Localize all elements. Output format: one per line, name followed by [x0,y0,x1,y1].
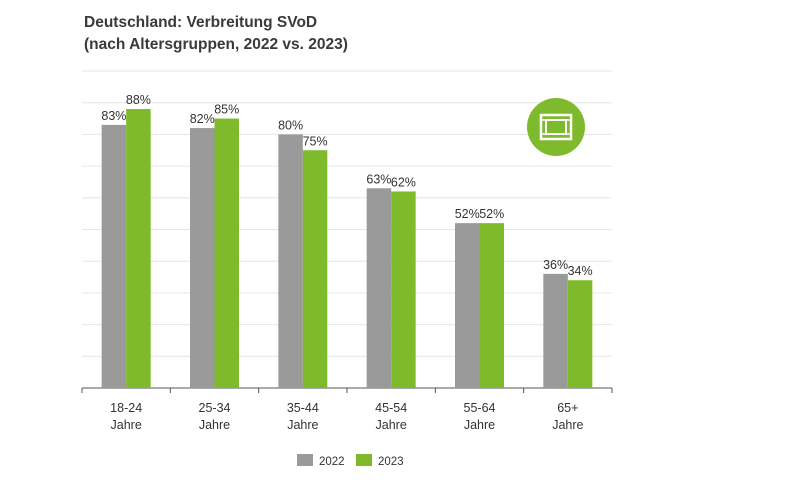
data-label: 85% [214,103,239,117]
bar-2022 [278,134,303,388]
bar-2022 [543,273,568,388]
x-tick-label: Jahre [376,418,407,432]
x-tick-label: 55-64 [464,401,496,415]
film-hole [543,135,546,138]
bar-2023 [214,118,239,389]
x-tick-label: Jahre [199,418,230,432]
bar-2022 [455,223,480,388]
x-tick-label: Jahre [552,418,583,432]
x-tick-label: Jahre [464,418,495,432]
chart-title: Deutschland: Verbreitung SVoD [84,14,318,31]
film-strip-icon [527,98,585,156]
legend-swatch [356,454,372,466]
legend-swatch [297,454,313,466]
x-tick-label: 25-34 [199,401,231,415]
legend-label: 2022 [319,456,345,468]
bar-2023 [302,150,328,388]
x-tick-label: 65+ [557,401,578,415]
film-hole [555,135,558,138]
chart-subtitle: (nach Altersgruppen, 2022 vs. 2023) [84,36,348,53]
bar-2023 [567,280,593,388]
film-hole [561,116,564,119]
x-tick-label: 45-54 [375,401,407,415]
data-label: 83% [101,109,126,123]
legend-label: 2023 [378,456,404,468]
legend: 2022 2023 [297,454,404,468]
data-label: 34% [568,264,593,278]
film-hole [543,116,546,119]
bar-2022 [366,188,392,388]
film-hole [549,135,552,138]
x-tick-label: Jahre [111,418,142,432]
film-hole [567,135,570,138]
data-label: 63% [366,172,391,186]
data-label: 80% [278,118,303,132]
x-tick-label: Jahre [287,418,318,432]
film-hole [549,116,552,119]
bar-2023 [126,109,151,388]
data-label: 52% [479,207,504,221]
film-hole [567,116,570,119]
x-tick-label: 18-24 [110,401,142,415]
bar-2023 [391,191,416,388]
x-tick-label: 35-44 [287,401,319,415]
data-label: 62% [391,175,416,189]
bar-2023 [479,223,504,388]
bar-2022 [101,124,127,388]
film-window [545,119,567,135]
film-frame [539,113,573,141]
film-hole [561,135,564,138]
data-label: 36% [543,258,568,272]
film-hole [555,116,558,119]
bar-2022 [190,128,215,388]
data-label: 52% [455,207,480,221]
data-label: 82% [190,112,215,126]
data-label: 75% [303,134,328,148]
data-label: 88% [126,93,151,107]
